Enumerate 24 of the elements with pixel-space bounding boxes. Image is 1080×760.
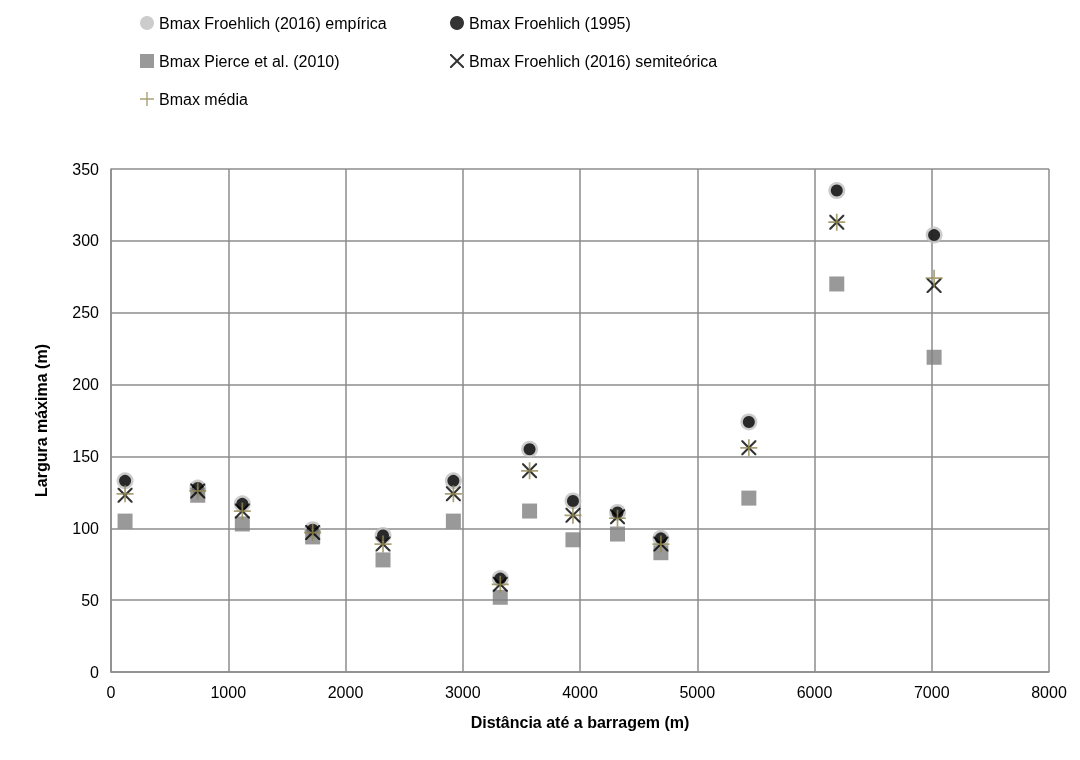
x-tick-label: 2000 <box>327 683 364 701</box>
y-tick-label: 300 <box>72 232 100 250</box>
x-axis-title: Distância até a barragem (m) <box>470 713 690 731</box>
legend-label: Bmax média <box>159 90 249 108</box>
y-tick-label: 0 <box>90 663 100 681</box>
y-axis-title: Largura máxima (m) <box>32 344 50 497</box>
y-tick-label: 50 <box>81 591 100 609</box>
y-tick-label: 150 <box>72 447 100 465</box>
legend-label: Bmax Froehlich (1995) <box>469 14 631 32</box>
legend-label: Bmax Froehlich (2016) semiteórica <box>469 52 718 70</box>
x-tick-label: 3000 <box>444 683 481 701</box>
x-tick-label: 4000 <box>562 683 598 701</box>
y-tick-label: 200 <box>72 376 100 394</box>
y-tick-label: 250 <box>72 304 100 322</box>
y-tick-label: 350 <box>72 160 100 178</box>
x-tick-label: 7000 <box>913 683 950 701</box>
legend-label: Bmax Froehlich (2016) empírica <box>159 14 387 32</box>
legend-label: Bmax Pierce et al. (2010) <box>159 52 340 70</box>
x-tick-label: 1000 <box>210 683 247 701</box>
x-tick-label: 8000 <box>1031 683 1067 701</box>
x-tick-label: 5000 <box>679 683 716 701</box>
x-tick-label: 6000 <box>796 683 833 701</box>
y-tick-label: 100 <box>72 519 100 537</box>
x-tick-label: 0 <box>106 683 116 701</box>
